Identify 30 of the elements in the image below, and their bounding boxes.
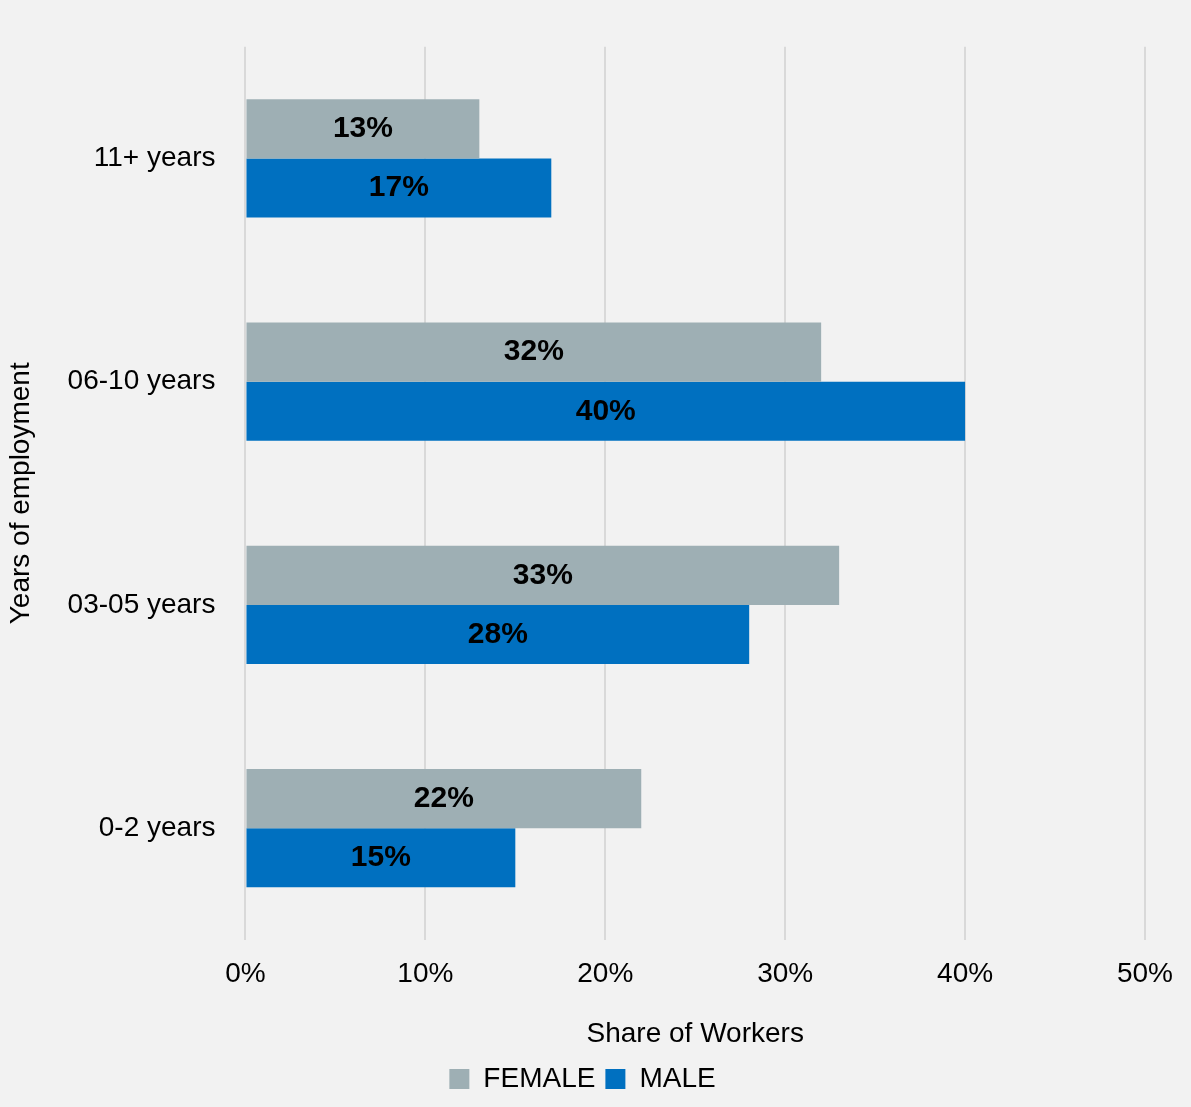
x-tick-label: 0% <box>225 957 266 989</box>
data-label: 17% <box>368 169 429 203</box>
x-tick-label: 10% <box>397 957 454 989</box>
data-label: 13% <box>332 110 393 144</box>
legend-label: FEMALE <box>483 1061 596 1093</box>
y-tick-label: 11+ years <box>93 141 216 173</box>
bar <box>246 158 552 218</box>
x-tick-label: 50% <box>1116 957 1173 989</box>
legend-label: MALE <box>639 1061 716 1093</box>
bar <box>246 769 642 829</box>
y-axis-title: Years of employment <box>3 362 35 625</box>
bar <box>246 381 966 441</box>
y-tick-label: 06-10 years <box>67 364 216 396</box>
x-tick-label: 40% <box>937 957 994 989</box>
bar <box>246 828 516 888</box>
data-label: 32% <box>503 333 564 367</box>
bar <box>246 322 822 382</box>
x-tick-label: 30% <box>757 957 814 989</box>
data-label: 40% <box>575 392 636 426</box>
y-tick-label: 03-05 years <box>67 587 216 619</box>
data-label: 22% <box>413 779 474 813</box>
bar <box>246 604 750 665</box>
bar <box>246 545 840 605</box>
data-label: 33% <box>512 556 573 590</box>
data-label: 15% <box>350 839 411 873</box>
data-label: 28% <box>467 615 528 649</box>
bar <box>246 99 480 159</box>
y-tick-label: 0-2 years <box>98 810 216 842</box>
x-axis-title: Share of Workers <box>586 1016 804 1048</box>
x-tick-label: 20% <box>577 957 634 989</box>
